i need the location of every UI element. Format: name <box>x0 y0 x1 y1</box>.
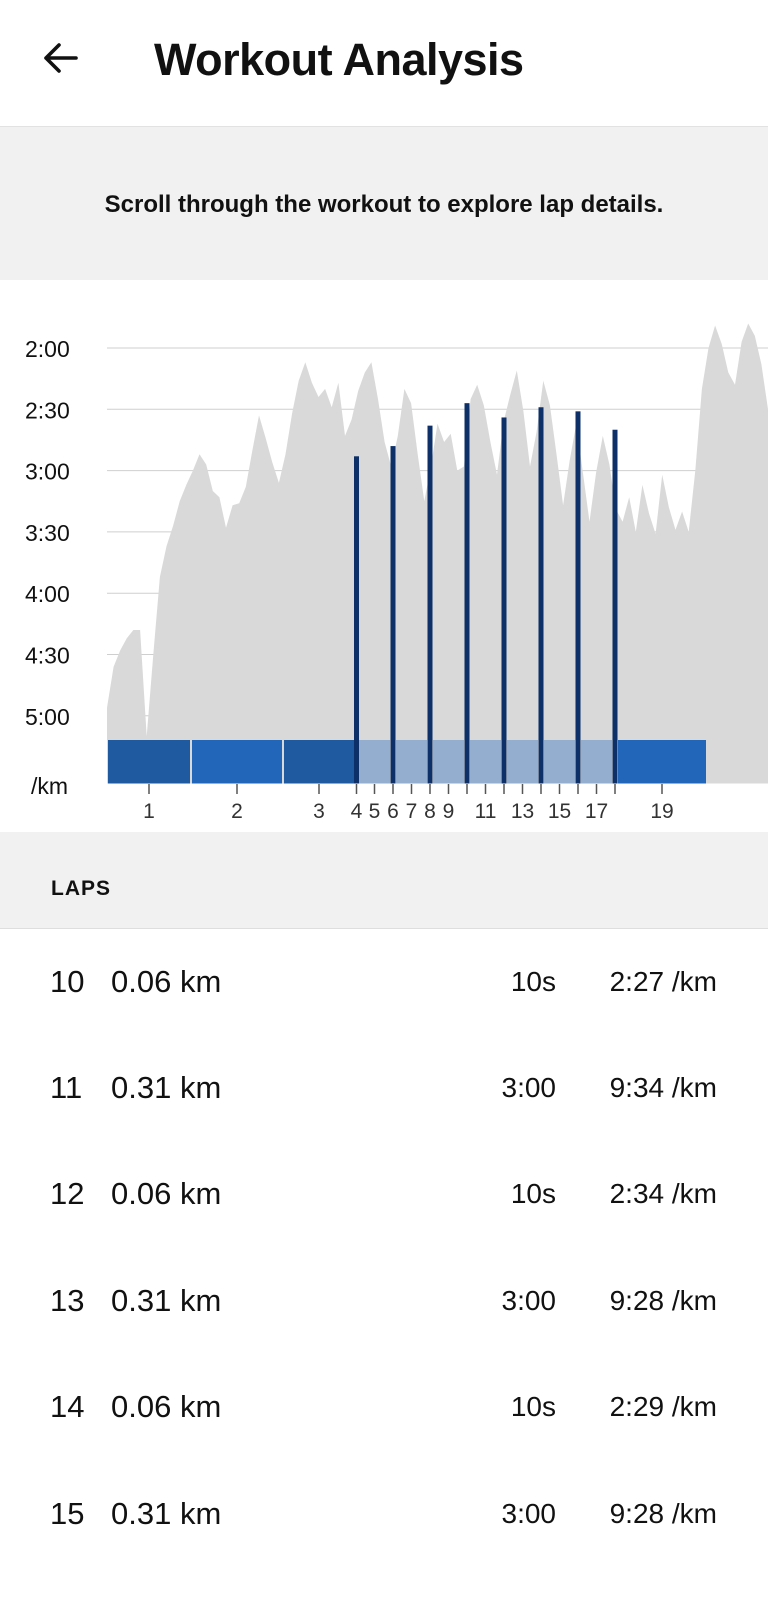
x-tick-label: 8 <box>424 800 436 823</box>
lap-row-14[interactable]: 14 0.06 km 10s 2:29 /km <box>0 1354 768 1460</box>
lap-number: 10 <box>50 964 85 999</box>
lap-bar-15 <box>544 740 575 784</box>
lap-number: 14 <box>50 1389 85 1424</box>
interval-marker-10 <box>464 403 470 784</box>
lap-row-15[interactable]: 15 0.31 km 3:00 9:28 /km <box>0 1461 768 1567</box>
lap-bar-2 <box>192 740 282 784</box>
lap-row-10[interactable]: 10 0.06 km 10s 2:27 /km <box>0 929 768 1035</box>
lap-pace: 2:29 /km <box>609 1391 717 1422</box>
y-tick-label: 2:00 <box>25 336 70 362</box>
lap-number: 11 <box>50 1070 83 1105</box>
lap-number: 12 <box>50 1176 85 1211</box>
y-tick-label: 4:30 <box>25 643 70 669</box>
interval-marker-18 <box>612 429 618 784</box>
lap-bar-9 <box>433 740 464 784</box>
lap-time: 10s <box>510 1391 556 1422</box>
y-tick-label: 2:30 <box>25 397 70 423</box>
lap-row-13[interactable]: 13 0.31 km 3:00 9:28 /km <box>0 1248 768 1354</box>
lap-row-12[interactable]: 12 0.06 km 10s 2:34 /km <box>0 1141 768 1247</box>
lap-time: 3:00 <box>501 1498 557 1529</box>
pace-area <box>107 323 768 784</box>
x-tick-label: 6 <box>387 800 399 823</box>
y-unit-label: /km <box>31 773 68 799</box>
interval-marker-16 <box>575 411 581 784</box>
lap-bar-7 <box>396 740 427 784</box>
back-button[interactable] <box>30 28 90 88</box>
x-tick-label: 19 <box>650 800 673 823</box>
scroll-hint-banner: Scroll through the workout to explore la… <box>0 127 768 280</box>
y-tick-label: 5:00 <box>25 704 70 730</box>
lap-bar-11 <box>470 740 501 784</box>
lap-bar-5 <box>359 740 390 784</box>
lap-distance: 0.31 km <box>111 1496 222 1531</box>
x-tick-label: 1 <box>143 800 155 823</box>
app-header: Workout Analysis <box>0 0 768 127</box>
lap-bar-13 <box>507 740 538 784</box>
y-tick-label: 3:30 <box>25 520 70 546</box>
y-tick-label: 4:00 <box>25 581 70 607</box>
lap-pace: 9:28 /km <box>609 1498 717 1529</box>
lap-number: 15 <box>50 1496 85 1531</box>
lap-bar-19 <box>618 740 706 784</box>
laps-section-title: LAPS <box>51 877 112 900</box>
arrow-left-icon <box>44 43 78 73</box>
page-title: Workout Analysis <box>154 34 524 85</box>
lap-pace: 9:34 /km <box>609 1072 717 1103</box>
x-tick-label: 15 <box>548 800 571 823</box>
lap-row-11[interactable]: 11 0.31 km 3:00 9:34 /km <box>0 1035 768 1141</box>
lap-time: 10s <box>510 1178 556 1209</box>
x-tick-label: 5 <box>369 800 381 823</box>
lap-bar-3 <box>284 740 354 784</box>
pace-chart[interactable]: 2:00 2:30 3:00 3:30 4:00 4:30 5:00/km 1 2 3 4 5 6 7 8 9… <box>0 280 768 832</box>
lap-pace: 9:28 /km <box>609 1285 717 1316</box>
lap-bar-17 <box>581 740 612 784</box>
y-tick-label: 3:00 <box>25 459 70 485</box>
lap-bar-1 <box>108 740 190 784</box>
x-tick-label: 9 <box>443 800 455 823</box>
lap-distance: 0.31 km <box>111 1283 222 1318</box>
interval-marker-4 <box>354 456 359 784</box>
lap-number: 13 <box>50 1283 85 1318</box>
lap-pace: 2:34 /km <box>609 1178 717 1209</box>
x-tick-label: 2 <box>231 800 243 823</box>
lap-distance: 0.31 km <box>111 1070 222 1105</box>
lap-distance: 0.06 km <box>111 1176 222 1211</box>
lap-time: 3:00 <box>501 1072 557 1103</box>
lap-distance: 0.06 km <box>111 1389 222 1424</box>
lap-time: 10s <box>510 966 556 997</box>
interval-marker-8 <box>427 425 433 784</box>
interval-marker-14 <box>538 407 544 784</box>
x-tick-label: 3 <box>313 800 325 823</box>
x-tick-label: 7 <box>406 800 418 823</box>
laps-header <box>0 832 768 929</box>
lap-time: 3:00 <box>501 1285 557 1316</box>
x-tick-label: 4 <box>351 800 363 823</box>
pace-chart-svg[interactable]: 2:00 2:30 3:00 3:30 4:00 4:30 5:00/km 1 2 3 4 5 6 7 8 9… <box>0 280 768 832</box>
interval-marker-12 <box>501 417 507 784</box>
x-tick-label: 13 <box>511 800 534 823</box>
lap-pace: 2:27 /km <box>609 966 717 997</box>
interval-marker-6 <box>390 446 396 784</box>
x-tick-label: 17 <box>585 800 608 823</box>
scroll-hint-text: Scroll through the workout to explore la… <box>104 190 664 218</box>
lap-distance: 0.06 km <box>111 964 222 999</box>
x-tick-label: 11 <box>475 800 497 823</box>
